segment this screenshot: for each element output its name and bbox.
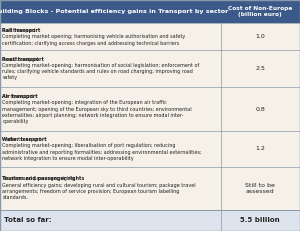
Text: 5.5 billion: 5.5 billion <box>240 217 280 223</box>
Bar <box>0 131 300 167</box>
Text: 0.8: 0.8 <box>255 106 265 112</box>
Bar <box>0 167 300 210</box>
Bar <box>0 0 300 24</box>
Text: Still to be
assessed: Still to be assessed <box>245 183 275 194</box>
Text: 1.0: 1.0 <box>255 34 265 40</box>
Text: Air transport: Air transport <box>2 94 38 124</box>
Text: Rail transport
Completing market opening; harmonising vehicle authorisation and : Rail transport Completing market opening… <box>2 28 186 46</box>
Text: Road transport: Road transport <box>2 57 44 80</box>
Bar <box>0 24 300 50</box>
Text: Tourism and passenger rights: Tourism and passenger rights <box>2 176 85 200</box>
Text: Air transport
Completing market-opening; integration of the European air traffic: Air transport Completing market-opening;… <box>2 94 192 124</box>
Text: Total so far:: Total so far: <box>4 217 51 223</box>
Text: Cost of Non-Europe
(billion euro): Cost of Non-Europe (billion euro) <box>228 6 292 17</box>
Text: 1.2: 1.2 <box>255 146 265 151</box>
Text: Rail transport: Rail transport <box>2 28 41 46</box>
Text: Road transport
Completing market-opening; harmonisation of social legislation; e: Road transport Completing market-opening… <box>2 57 200 80</box>
Text: Water transport
Completing market-opening; liberalisation of port regulation; re: Water transport Completing market-openin… <box>2 137 202 161</box>
Bar <box>0 50 300 87</box>
Bar <box>0 87 300 131</box>
Text: Tourism and passenger rights
General efficiency gains; developing rural and cult: Tourism and passenger rights General eff… <box>2 176 196 200</box>
Text: 2.5: 2.5 <box>255 66 265 71</box>
Text: Building Blocks - Potential efficiency gains in Transport by sector: Building Blocks - Potential efficiency g… <box>0 9 228 14</box>
Text: Water transport: Water transport <box>2 137 47 161</box>
Bar <box>0 210 300 231</box>
